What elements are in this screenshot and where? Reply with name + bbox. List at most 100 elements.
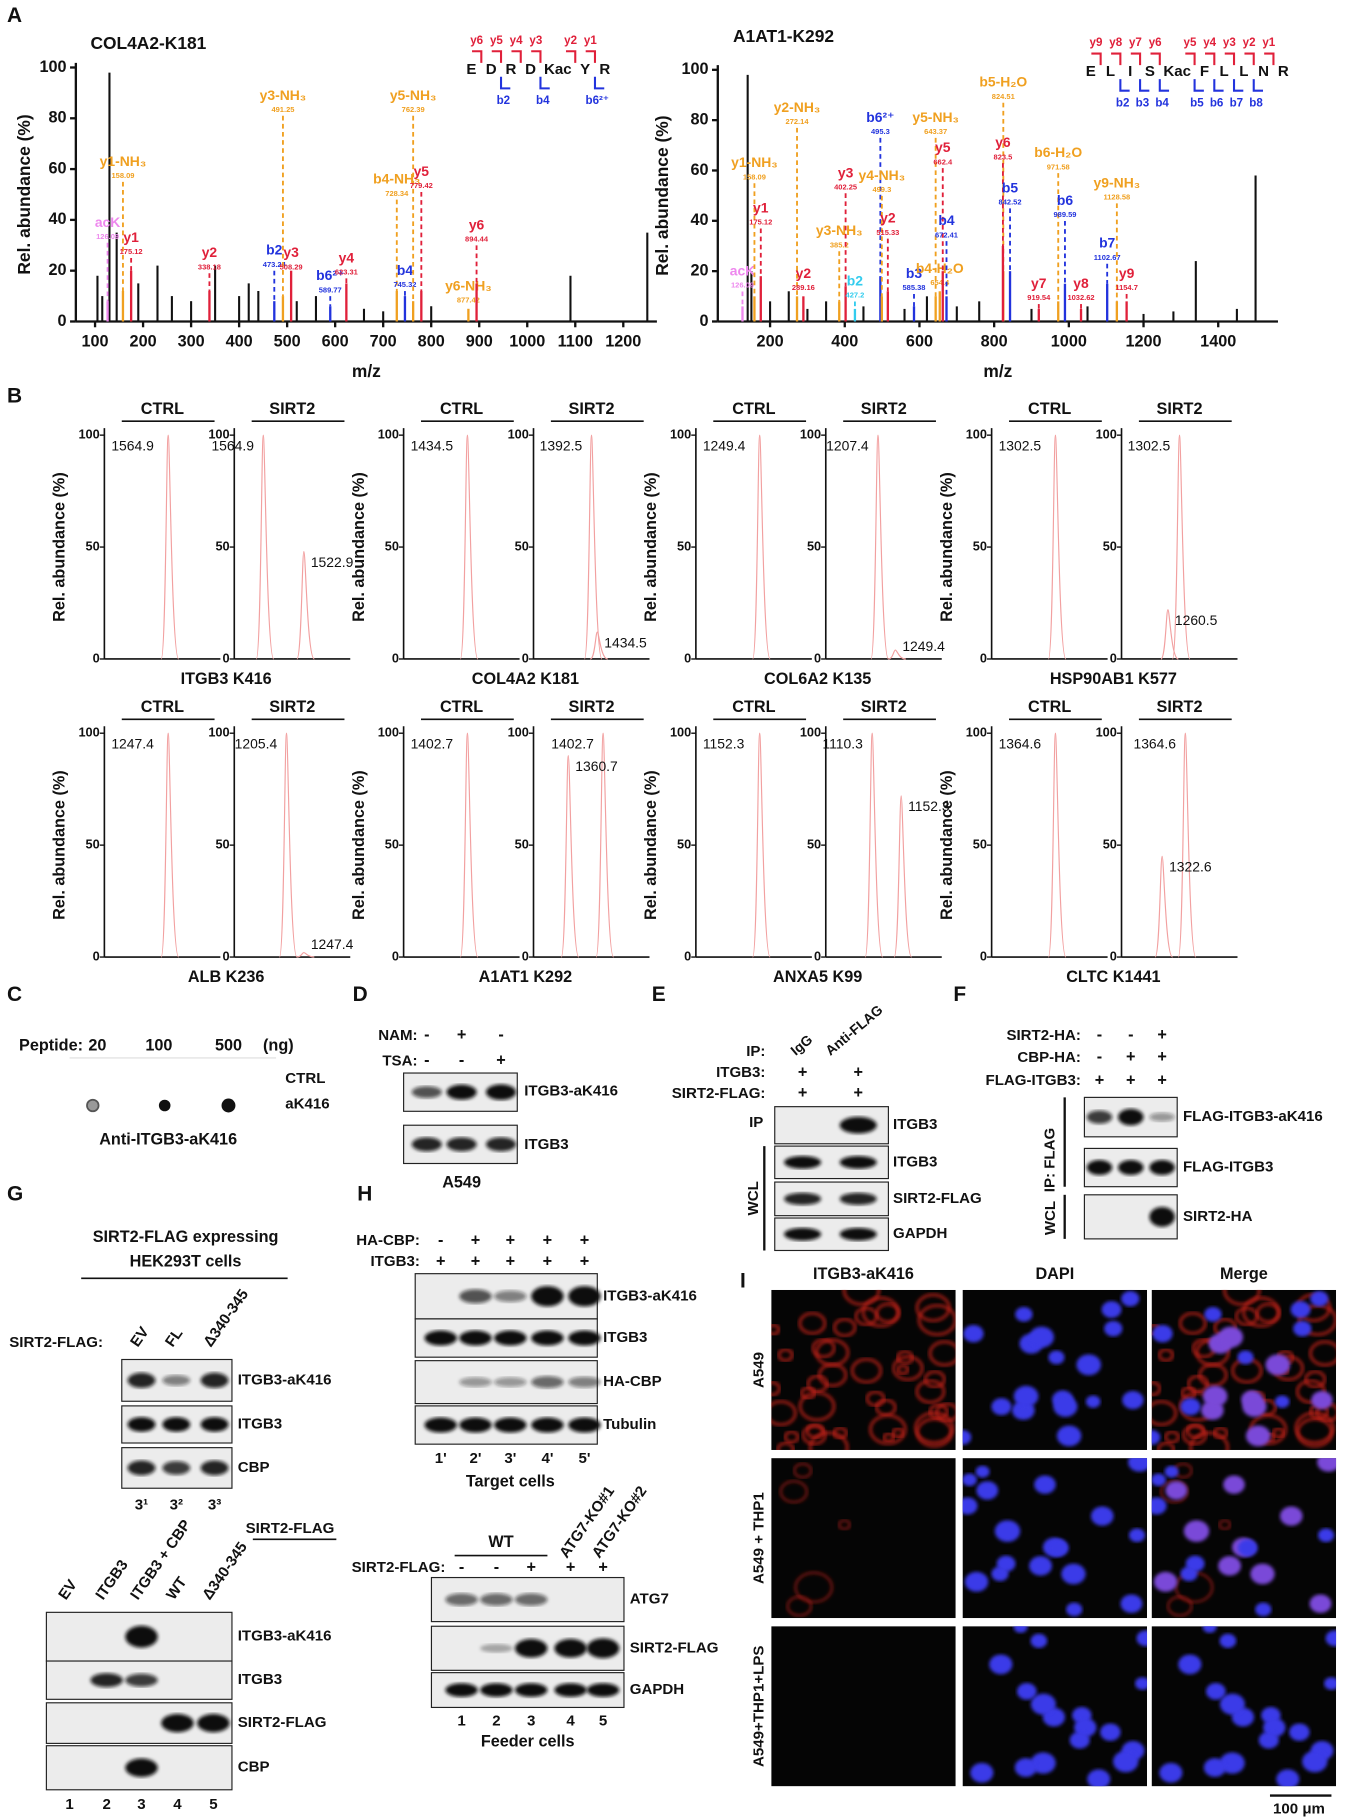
ion-mz-label: 1154.7 — [1115, 283, 1138, 292]
panel-label: B — [7, 384, 22, 407]
condition-label: SIRT2-FLAG: — [672, 1085, 766, 1102]
ion-label: y3 — [283, 244, 299, 260]
condition-sign: + — [580, 1231, 589, 1249]
site-name: ITGB3 K416 — [181, 670, 272, 688]
y-tick-label: 50 — [1103, 837, 1117, 852]
group-label: SIRT2 — [1157, 400, 1203, 418]
dot — [158, 1099, 171, 1112]
ion-label: b4 — [938, 212, 954, 228]
b-ion-bracket — [1193, 79, 1204, 92]
site-name: ANXA5 K99 — [773, 968, 862, 986]
peak-mz-label: 1364.6 — [1133, 735, 1176, 751]
nucleus — [1069, 1731, 1090, 1749]
nucleus — [1122, 1391, 1144, 1410]
x-tick-label: 600 — [906, 333, 933, 351]
condition-sign: + — [854, 1063, 863, 1081]
y-ion-name: y4 — [510, 35, 523, 47]
x-axis-label: m/z — [352, 361, 381, 381]
y-tick-label: 0 — [980, 650, 987, 665]
red-signal — [1151, 1380, 1162, 1397]
blot-label: ITGB3 — [238, 1671, 282, 1688]
ion-label: y5-NH₃ — [912, 109, 959, 125]
condition-sign: + — [436, 1252, 445, 1270]
ion-label: y1 — [753, 199, 769, 215]
group-label: CTRL — [732, 400, 775, 418]
peak-mz-label: 1110.3 — [822, 735, 863, 751]
blot-label: ITGB3 — [603, 1329, 647, 1346]
lane-number: 5' — [579, 1450, 591, 1467]
y-tick-label: 0 — [392, 948, 399, 963]
blot-band — [1086, 1110, 1113, 1124]
ion-label: y2 — [880, 210, 896, 226]
nucleus — [989, 1654, 1013, 1675]
ion-label: y7 — [1031, 275, 1047, 291]
lane-number: 4 — [173, 1796, 182, 1813]
y-ion-bracket — [1205, 52, 1216, 66]
ion-mz-label: 745.32 — [393, 280, 416, 289]
group-label: CTRL — [1028, 400, 1071, 418]
y-ion-bracket — [511, 50, 522, 63]
y-tick-label: 0 — [980, 948, 987, 963]
amount-label: 100 — [145, 1037, 172, 1055]
blot-label: SIRT2-HA — [1183, 1208, 1253, 1225]
y-tick-label: 100 — [1096, 725, 1117, 740]
blot-band — [424, 1417, 457, 1433]
residue: F — [1200, 63, 1209, 80]
condition-label: FLAG-ITGB3: — [986, 1072, 1081, 1089]
nucleus — [1274, 1395, 1290, 1408]
condition-sign: + — [1157, 1026, 1166, 1044]
y-ion-name: y2 — [1243, 37, 1256, 49]
blot-band — [480, 1593, 513, 1606]
lane-number: 3 — [137, 1796, 145, 1813]
y-tick-label: 100 — [78, 725, 99, 740]
blot-band — [90, 1673, 123, 1688]
condition-sign: + — [1126, 1048, 1135, 1066]
b-ion-name: b2 — [1116, 98, 1130, 110]
condition-sign: + — [1095, 1071, 1104, 1089]
nucleus — [962, 1473, 977, 1487]
y-axis-label: Rel. abundance (%) — [14, 114, 34, 274]
y-tick-label: 0 — [58, 312, 67, 330]
ion-mz-label: 289.16 — [792, 283, 815, 292]
nucleus — [1048, 1539, 1069, 1557]
ion-label: b6²⁺ — [316, 267, 344, 283]
ion-mz-label: 877.42 — [457, 295, 480, 304]
ion-label: y2 — [202, 244, 218, 260]
b-ion-bracket — [1139, 79, 1150, 92]
blot-band — [839, 1155, 877, 1169]
group-label: IP: FLAG — [1042, 1128, 1059, 1192]
red-signal — [808, 1431, 849, 1450]
ion-mz-label: 824.51 — [992, 92, 1015, 101]
red-signal — [779, 1480, 808, 1504]
ion-label: y5 — [935, 139, 951, 155]
y-tick-label: 20 — [49, 261, 67, 279]
residue: D — [486, 61, 497, 78]
blot-band — [1149, 1206, 1175, 1227]
b-ion-name: b4 — [1155, 98, 1169, 110]
condition-sign: - — [438, 1231, 443, 1249]
blot-band — [568, 1330, 601, 1346]
blot-band — [445, 1593, 478, 1606]
blot-band — [445, 1683, 478, 1697]
nucleus — [1030, 1693, 1056, 1715]
b-ion-bracket — [1213, 79, 1224, 92]
x-tick-label: 200 — [130, 333, 157, 351]
blot-band — [568, 1417, 601, 1433]
scale-bar-label: 100 μm — [1273, 1800, 1325, 1817]
condition-label: CBP-HA: — [1017, 1049, 1081, 1066]
condition-label: TSA: — [382, 1052, 417, 1069]
residue: L — [1220, 63, 1229, 80]
blot-band — [494, 1290, 527, 1302]
red-signal — [783, 1430, 800, 1444]
ion-label: b6-H₂O — [1034, 144, 1082, 160]
blot-label: GAPDH — [630, 1681, 684, 1698]
nucleus — [1151, 1497, 1167, 1515]
ion-mz-label: 385.2 — [830, 240, 849, 249]
nucleus — [1076, 1354, 1102, 1376]
chromatogram-peak — [888, 649, 906, 660]
red-signal — [1156, 1441, 1176, 1450]
condition-label: HA-CBP: — [356, 1232, 420, 1249]
spectrum-title: COL4A2-K181 — [90, 33, 206, 53]
red-signal — [896, 1364, 910, 1376]
condition-sign: + — [854, 1084, 863, 1102]
